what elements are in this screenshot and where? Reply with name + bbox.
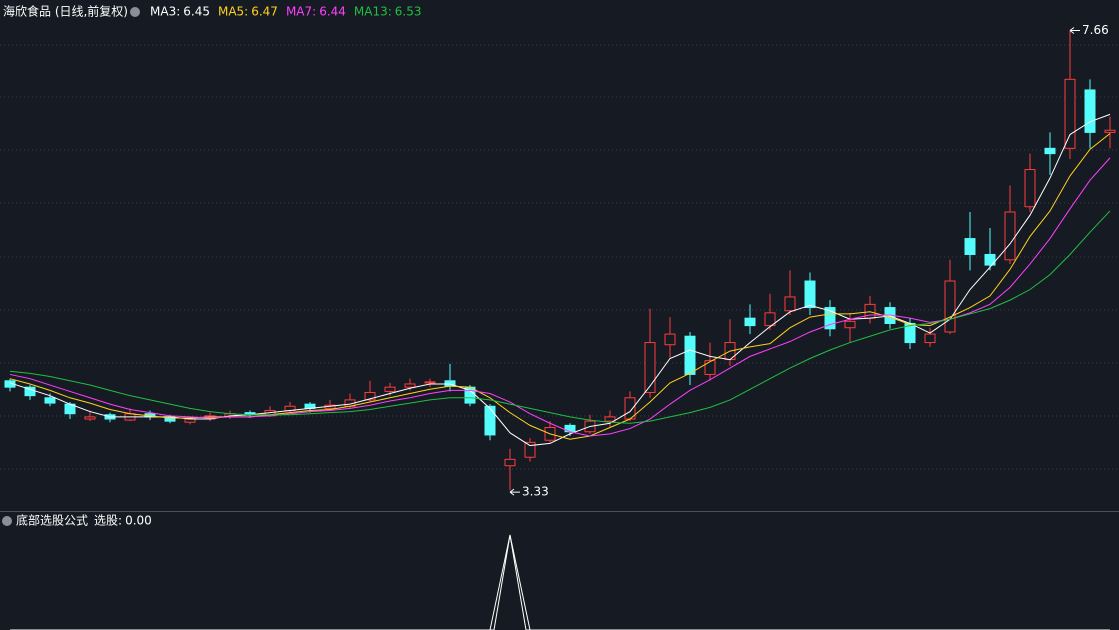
grid — [0, 44, 1119, 470]
ma-line — [9, 210, 1111, 424]
legend-value: 6.45 — [183, 5, 210, 19]
candle-body — [24, 386, 36, 397]
annotation-arrow — [1069, 27, 1080, 34]
candle-body — [504, 458, 516, 467]
candle-body — [604, 416, 616, 422]
candle-body — [1084, 89, 1096, 133]
legend-name: MA3: — [150, 5, 180, 19]
candle-body — [924, 333, 936, 344]
candle-body — [1064, 78, 1076, 149]
legend-name: MA5: — [218, 5, 248, 19]
indicator-title: 底部选股公式 — [16, 513, 88, 528]
legend-value: 6.53 — [395, 5, 422, 19]
candle-body — [4, 380, 16, 388]
chart-title: 海欣食品 (日线,前复权) — [3, 4, 128, 19]
ma-line — [9, 113, 1111, 447]
candle-body — [84, 416, 96, 420]
candle-body — [1004, 211, 1016, 261]
annotation: 7.66 — [1082, 23, 1109, 37]
candle-body — [424, 381, 436, 384]
candle-body — [524, 441, 536, 458]
candle-body — [364, 391, 376, 401]
menu-icon[interactable] — [130, 7, 140, 17]
candle-body — [684, 335, 696, 375]
candle-body — [644, 342, 656, 393]
candle-body — [1044, 147, 1056, 155]
legend-value: 0.00 — [125, 514, 152, 528]
candle-body — [984, 253, 996, 266]
candle-body — [704, 360, 716, 375]
candle-body — [944, 280, 956, 333]
candle-body — [1104, 129, 1116, 133]
candle-body — [784, 296, 796, 312]
candle-body — [804, 280, 816, 309]
candle-body — [1024, 169, 1036, 208]
legend-name: 选股: — [94, 514, 122, 528]
candle-body — [664, 333, 676, 346]
ma-line — [9, 133, 1111, 440]
candle-body — [824, 307, 836, 330]
candle-body — [744, 317, 756, 327]
candle-body — [484, 405, 496, 436]
legend-name: MA13: — [354, 5, 392, 19]
candle-body — [384, 386, 396, 392]
annotation-arrow — [509, 488, 520, 496]
candle-body — [844, 320, 856, 329]
legend-value: 6.47 — [251, 5, 278, 19]
candle-body — [404, 383, 416, 388]
legend-value: 6.44 — [319, 5, 346, 19]
candle-body — [44, 397, 56, 404]
annotation: 3.33 — [522, 485, 549, 499]
ma-line — [9, 157, 1111, 437]
candle-body — [764, 312, 776, 327]
candle-body — [964, 238, 976, 255]
legend-name: MA7: — [286, 5, 316, 19]
menu-icon[interactable] — [2, 516, 12, 526]
